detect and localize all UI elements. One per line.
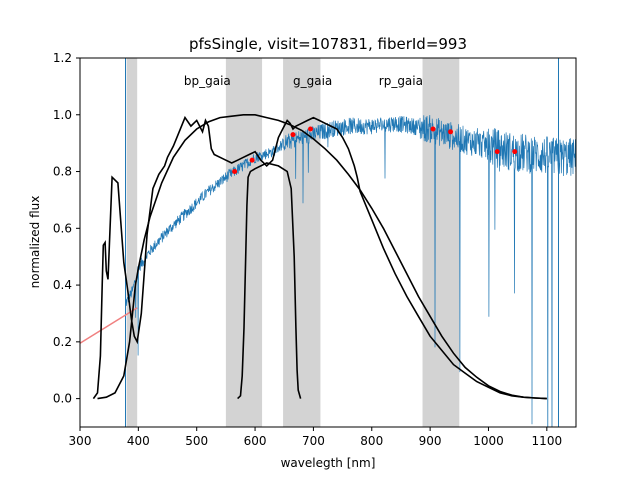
data-point [430,126,436,132]
filter-labels: bp_gaia g_gaia rp_gaia [184,74,423,88]
g_gaia-curve [97,114,547,400]
x-tick-label: 700 [302,434,325,448]
x-tick-label: 900 [419,434,442,448]
data-point [290,132,296,138]
y-tick-label: 0.4 [53,278,72,292]
masked-band-2 [225,58,263,427]
filter-label: bp_gaia [184,74,231,88]
x-tick-label: 400 [127,434,150,448]
y-tick-label: 0.6 [53,221,72,235]
spectrum-line [125,115,576,427]
masked-band-4 [422,58,460,427]
filter-label: rp_gaia [379,74,423,88]
chart-title: pfsSingle, visit=107831, fiberId=993 [189,35,467,53]
fit-line-series [80,307,138,344]
rp_gaia-curve [237,162,302,400]
data-point [448,129,454,135]
masked-band-1 [126,58,138,427]
data-point [249,157,255,163]
y-axis: 0.0 0.2 0.4 0.6 0.8 1.0 1.2 [53,51,80,406]
y-tick-label: 0.2 [53,335,72,349]
photometry-points [232,126,518,175]
x-tick-label: 500 [185,434,208,448]
data-point [512,149,518,155]
y-axis-label: normalized flux [28,196,42,289]
data-point [232,169,238,175]
x-tick-label: 300 [69,434,92,448]
filter-curves [92,114,547,400]
y-tick-label: 0.0 [53,392,72,406]
bp_gaia-curve [92,115,547,400]
filter-label: g_gaia [293,74,332,88]
masked-bands [126,58,460,427]
x-axis-label: wavelegth [nm] [281,456,376,470]
x-axis: 300 400 500 600 700 800 900 1000 1100 [69,427,563,448]
x-tick-label: 1000 [473,434,504,448]
y-tick-label: 1.2 [53,51,72,65]
masked-band-3 [283,58,321,427]
plot-frame [79,57,577,428]
data-point [307,126,313,132]
y-tick-label: 0.8 [53,165,72,179]
fit-line [80,307,138,344]
x-tick-label: 800 [360,434,383,448]
y-tick-label: 1.0 [53,108,72,122]
plot-area: bp_gaia g_gaia rp_gaia [80,58,576,427]
x-tick-label: 600 [244,434,267,448]
data-point [494,149,500,155]
x-tick-label: 1100 [532,434,563,448]
